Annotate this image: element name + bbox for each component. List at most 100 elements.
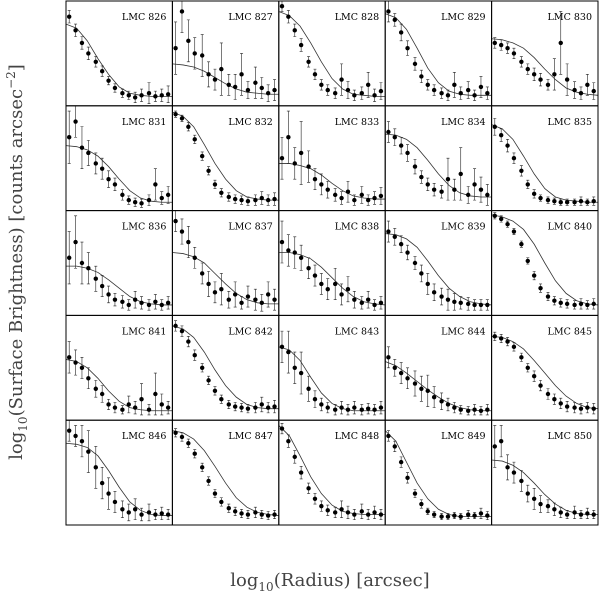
panel <box>385 1 492 101</box>
panel-title: LMC 827 <box>228 12 272 23</box>
data-point <box>206 478 211 484</box>
data-point <box>505 465 510 470</box>
data-point <box>472 182 477 187</box>
data-point <box>272 297 277 302</box>
data-point <box>179 229 185 234</box>
data-point <box>306 164 311 169</box>
data-point <box>325 87 330 93</box>
data-point <box>173 45 178 51</box>
data-point <box>458 91 463 96</box>
data-point <box>192 451 197 456</box>
data-point <box>93 59 98 64</box>
data-point <box>572 405 577 410</box>
data-point <box>398 241 404 247</box>
data-point <box>286 438 291 444</box>
data-point <box>272 404 277 409</box>
data-point <box>226 506 231 511</box>
data-point <box>359 91 364 96</box>
panel-title: LMC 831 <box>122 117 166 128</box>
panel-title: LMC 849 <box>441 431 485 442</box>
data-point <box>279 239 285 245</box>
data-point <box>226 297 231 302</box>
data-point <box>126 197 131 203</box>
data-point <box>199 365 205 370</box>
data-point <box>66 355 72 360</box>
data-point <box>179 434 185 440</box>
data-point <box>159 302 164 308</box>
data-point <box>206 281 211 287</box>
data-point <box>425 281 430 287</box>
data-point <box>192 137 197 142</box>
model-curve <box>385 430 492 518</box>
data-point <box>485 513 490 518</box>
data-point <box>212 182 218 187</box>
data-point <box>86 376 91 381</box>
data-point <box>405 475 410 481</box>
data-point <box>259 512 264 517</box>
panel-title: LMC 835 <box>548 117 592 128</box>
data-point <box>345 189 351 194</box>
data-point <box>525 182 530 187</box>
data-point <box>199 153 205 159</box>
data-point <box>538 195 543 201</box>
data-point <box>386 129 391 135</box>
data-point <box>412 260 418 266</box>
data-point <box>498 438 504 444</box>
data-point <box>339 195 344 201</box>
data-point <box>564 200 570 205</box>
data-point <box>352 297 357 302</box>
data-point <box>452 187 457 192</box>
data-point <box>392 17 397 23</box>
data-point <box>179 328 185 334</box>
model-curve <box>278 252 386 306</box>
data-point <box>272 196 277 202</box>
data-point <box>93 276 98 281</box>
data-point <box>239 197 244 203</box>
data-point <box>511 51 517 56</box>
data-point <box>585 511 590 516</box>
data-point <box>498 216 504 222</box>
data-point <box>286 14 291 19</box>
data-point <box>173 218 178 224</box>
data-point <box>265 405 271 410</box>
data-point <box>232 196 238 202</box>
data-point <box>325 508 330 513</box>
data-point <box>519 168 524 173</box>
data-point <box>66 135 72 140</box>
model-curve <box>385 233 492 306</box>
data-point <box>478 511 484 516</box>
data-point <box>186 124 191 129</box>
y-label-part: (Surface Brightness) [counts arcsec <box>6 89 27 417</box>
data-point <box>232 292 238 297</box>
panel <box>66 105 173 208</box>
data-point <box>585 302 590 308</box>
data-point <box>79 260 85 266</box>
data-point <box>552 507 557 512</box>
data-point <box>173 111 178 117</box>
data-point <box>458 171 463 177</box>
data-point <box>106 402 111 407</box>
data-point <box>219 287 224 292</box>
data-point <box>378 88 384 94</box>
panel-title: LMC 844 <box>441 326 485 337</box>
data-point <box>146 407 152 412</box>
data-point <box>112 85 118 91</box>
data-point <box>99 69 105 74</box>
data-point <box>405 45 410 51</box>
data-point <box>179 116 185 121</box>
data-point <box>531 72 537 77</box>
data-point <box>445 176 451 182</box>
data-point <box>279 4 285 9</box>
data-point <box>245 512 251 517</box>
data-point <box>531 191 537 197</box>
data-point <box>212 290 218 295</box>
data-point <box>312 72 318 77</box>
data-point <box>572 302 577 308</box>
data-point <box>525 66 530 72</box>
data-point <box>99 480 105 486</box>
data-point <box>472 93 477 98</box>
panel-title: LMC 832 <box>228 117 272 128</box>
data-point <box>79 438 85 444</box>
data-point <box>219 66 224 72</box>
data-point <box>405 376 410 381</box>
